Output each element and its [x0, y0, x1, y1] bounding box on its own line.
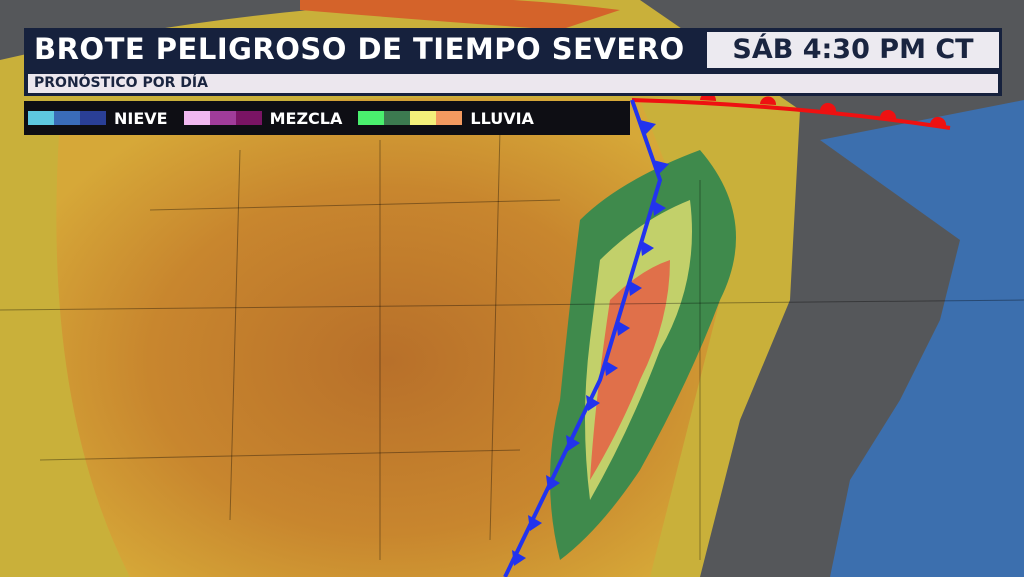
- legend-label-rain: LLUVIA: [470, 108, 534, 128]
- mix-light-swatch: [183, 111, 210, 125]
- mix-heavy-swatch: [235, 111, 262, 125]
- header-banner: BROTE PELIGROSO DE TIEMPO SEVERO SÁB 4:3…: [24, 28, 1002, 96]
- ocean: [820, 100, 1024, 577]
- rain-intense-swatch: [436, 111, 463, 125]
- precipitation-legend: NIEVE MEZCLA LLUVIA: [24, 101, 630, 135]
- state-borders: [0, 129, 1024, 560]
- legend-label-snow: NIEVE: [114, 108, 168, 128]
- forecast-time: SÁB 4:30 PM CT: [707, 32, 999, 68]
- snow-light-swatch: [28, 111, 54, 125]
- subtitle: PRONÓSTICO POR DÍA: [28, 74, 998, 93]
- snow-moderate-swatch: [54, 111, 80, 125]
- rain-moderate-swatch: [384, 111, 411, 125]
- snow-heavy-swatch: [80, 111, 106, 125]
- rain-heavy-swatch: [410, 111, 437, 125]
- page-title: BROTE PELIGROSO DE TIEMPO SEVERO: [34, 32, 685, 66]
- precipitation-band: [550, 150, 736, 560]
- temperature-field-north: [300, 0, 620, 30]
- cold-front: [503, 99, 669, 577]
- legend-label-mix: MEZCLA: [269, 108, 343, 128]
- warm-front: [631, 92, 951, 130]
- mix-moderate-swatch: [209, 111, 236, 125]
- rain-light-swatch: [358, 111, 385, 125]
